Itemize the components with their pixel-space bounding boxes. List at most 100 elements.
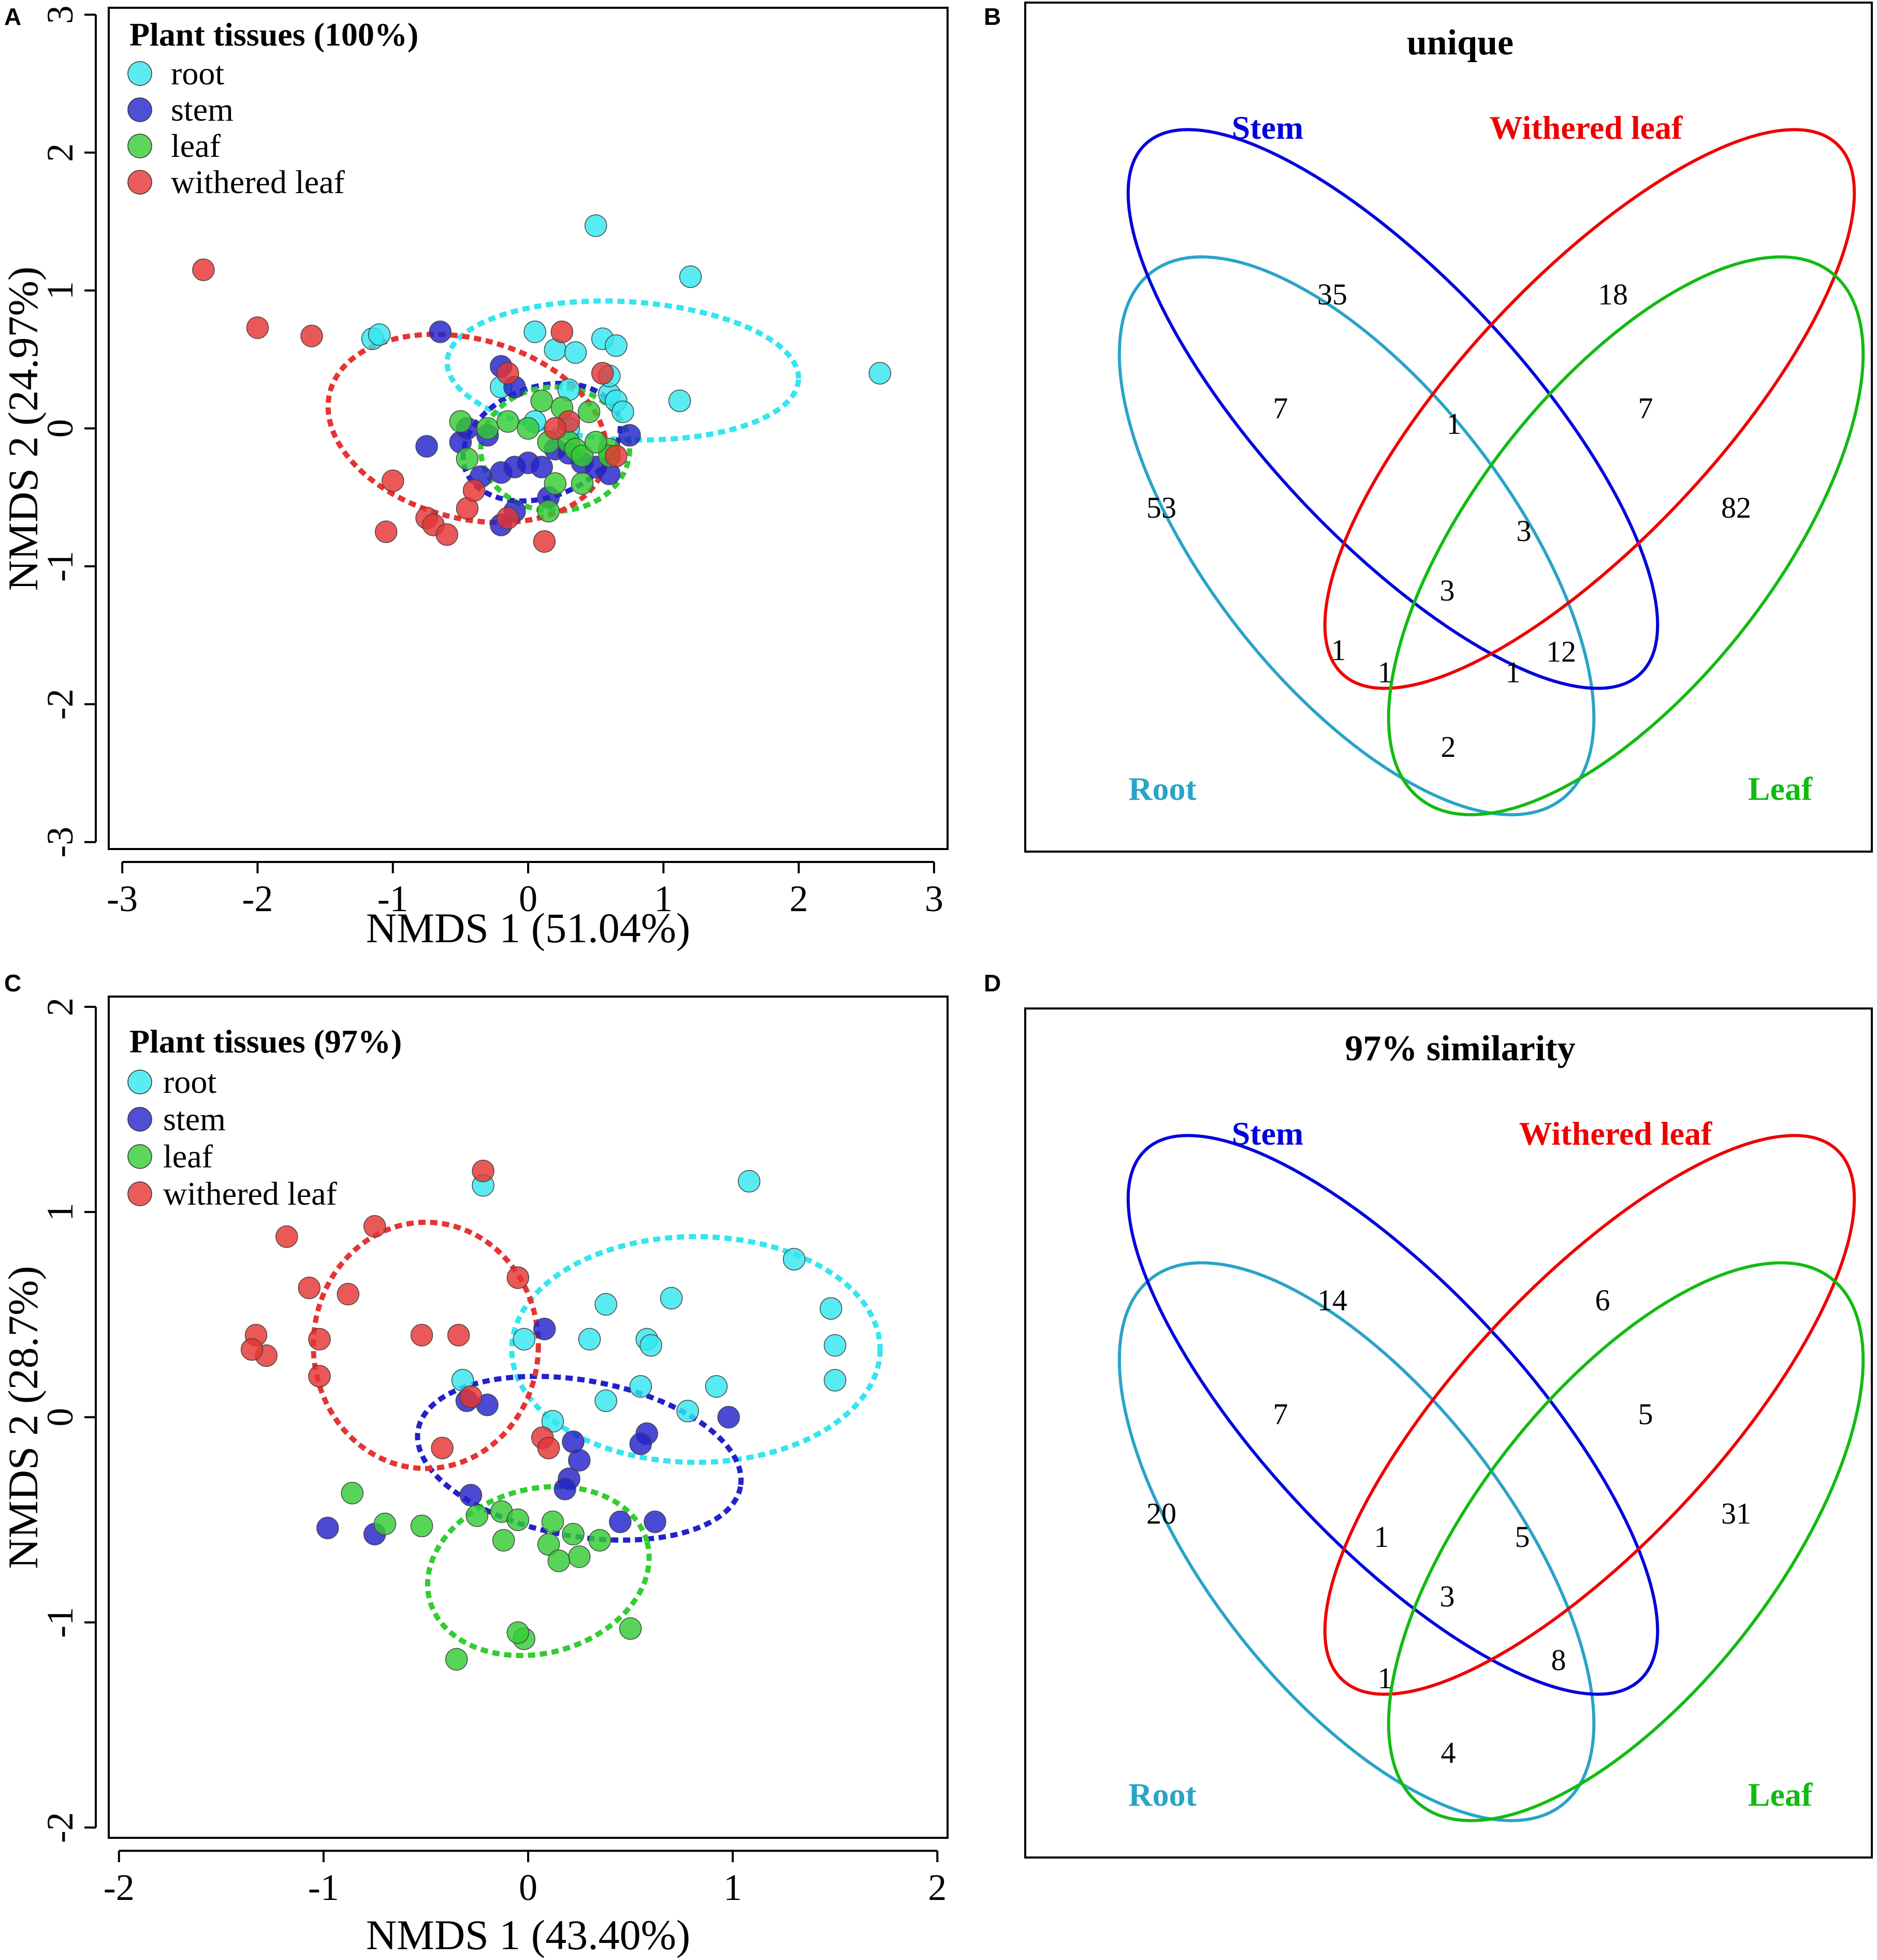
venn-count-stem-only: 35 [1317, 277, 1347, 311]
point-withered-leaf [410, 1324, 433, 1347]
legend-label-withered-leaf: withered leaf [163, 1175, 338, 1212]
point-root [629, 1375, 652, 1398]
confidence-ellipse-leaf [425, 1484, 652, 1658]
plot-frame [108, 7, 949, 850]
venn-count-root-stem-leaf: 1 [1506, 655, 1521, 689]
legend-label-withered-leaf: withered leaf [171, 164, 345, 200]
point-withered-leaf [431, 1437, 454, 1459]
venn-count-all-four: 3 [1440, 574, 1455, 607]
y-axis: -2 -1 0 1 2 [39, 998, 97, 1843]
point-stem [429, 320, 452, 343]
point-leaf [449, 410, 472, 433]
legend-marker-withered-leaf [127, 1181, 152, 1206]
legend-marker-withered-leaf [127, 170, 152, 195]
point-withered-leaf [591, 362, 614, 385]
venn-count-root-withered-leaf: 1 [1378, 1661, 1393, 1695]
x-tick-label: 0 [519, 1867, 537, 1908]
point-root [513, 1328, 535, 1351]
x-tick-label: 2 [790, 878, 808, 919]
confidence-ellipse-root [509, 1234, 883, 1465]
venn-count-stem-leaf: 8 [1551, 1643, 1566, 1677]
venn-set-stem [1126, 1134, 1660, 1696]
point-withered-leaf [506, 1266, 529, 1289]
legend-marker-stem [127, 97, 152, 122]
x-tick-label: 0 [519, 878, 537, 919]
venn-label-withered-leaf: Withered leaf [1519, 1115, 1712, 1152]
legend: Plant tissues (100%) root stem leaf with… [127, 16, 418, 200]
point-withered-leaf [300, 325, 323, 347]
venn-count-all-four: 3 [1440, 1579, 1455, 1613]
point-withered-leaf [246, 316, 269, 339]
venn-frame [1024, 2, 1873, 853]
legend-label-leaf: leaf [163, 1138, 213, 1175]
point-withered-leaf [240, 1338, 264, 1361]
point-leaf [445, 1648, 468, 1671]
point-withered-leaf [497, 506, 519, 530]
point-stem [609, 1510, 632, 1533]
point-root [668, 389, 691, 412]
venn-count-root-leaf: 4 [1441, 1736, 1456, 1769]
x-tick-label: -1 [377, 878, 409, 919]
venn-count-root-stem: 7 [1273, 1397, 1288, 1431]
legend-marker-leaf [127, 134, 152, 158]
venn-count-withered-only: 18 [1598, 277, 1628, 311]
venn-diagram-unique: unique Stem Withered leaf Root Leaf 35 1… [1024, 2, 1873, 853]
y-tick-label: -2 [39, 689, 81, 720]
point-withered-leaf [472, 1160, 494, 1182]
venn-label-leaf: Leaf [1748, 1776, 1813, 1813]
point-root [578, 1328, 601, 1351]
venn-label-root: Root [1128, 1776, 1197, 1813]
x-tick-label: 1 [723, 1867, 742, 1908]
venn-set-root [1117, 255, 1596, 816]
point-leaf [568, 1545, 591, 1568]
point-leaf [577, 400, 601, 423]
x-tick-label: -1 [308, 1867, 339, 1908]
x-tick-label: -2 [242, 878, 273, 919]
point-root [605, 334, 628, 357]
y-tick-label: 0 [39, 419, 81, 438]
x-tick-label: 1 [654, 878, 673, 919]
ellipse-layer [311, 1219, 883, 1658]
point-stem [415, 435, 438, 458]
point-withered-leaf [308, 1328, 331, 1351]
point-root [541, 1410, 564, 1433]
legend-label-stem: stem [163, 1101, 226, 1137]
x-axis: -2 -1 0 1 2 [104, 1850, 947, 1908]
point-withered-leaf [462, 479, 486, 502]
point-root [868, 362, 892, 385]
venn-count-leaf-only: 31 [1721, 1497, 1751, 1530]
point-leaf [584, 431, 607, 454]
point-withered-leaf [308, 1365, 331, 1387]
venn-count-root-only: 20 [1146, 1497, 1176, 1530]
venn-set-withered-leaf [1323, 128, 1856, 690]
legend-label-root: root [163, 1063, 216, 1100]
x-tick-label: -3 [107, 878, 138, 919]
x-axis: -3 -2 -1 0 1 2 3 [107, 861, 943, 919]
plot-frame [108, 996, 949, 1839]
point-root [594, 1389, 617, 1412]
point-withered-leaf [605, 445, 628, 467]
legend-marker-root [127, 61, 152, 86]
point-root [705, 1375, 728, 1398]
venn-title: unique [1407, 23, 1514, 63]
point-leaf [571, 445, 594, 467]
point-root [584, 214, 607, 237]
point-stem [568, 1449, 591, 1472]
point-withered-leaf [363, 1215, 386, 1238]
y-tick-label: 2 [39, 143, 81, 162]
point-root [823, 1369, 847, 1392]
point-withered-leaf [459, 1385, 483, 1408]
legend-title: Plant tissues (97%) [129, 1023, 402, 1060]
point-leaf [465, 1504, 488, 1527]
panel-letter-a: A [4, 3, 21, 30]
point-leaf [341, 1482, 363, 1504]
legend-marker-leaf [127, 1144, 152, 1169]
point-stem [316, 1516, 339, 1540]
venn-count-withered-only: 6 [1595, 1283, 1610, 1317]
y-tick-label: -1 [39, 1607, 81, 1638]
point-root [612, 400, 634, 423]
legend-label-leaf: leaf [171, 127, 221, 164]
point-leaf [619, 1617, 642, 1640]
point-leaf [537, 500, 560, 523]
nmds-scatter-97: -2 -1 0 1 2 -2 -1 0 1 2 NMDS 1 (43.40%) NMDS 2 (… [0, 996, 949, 1958]
